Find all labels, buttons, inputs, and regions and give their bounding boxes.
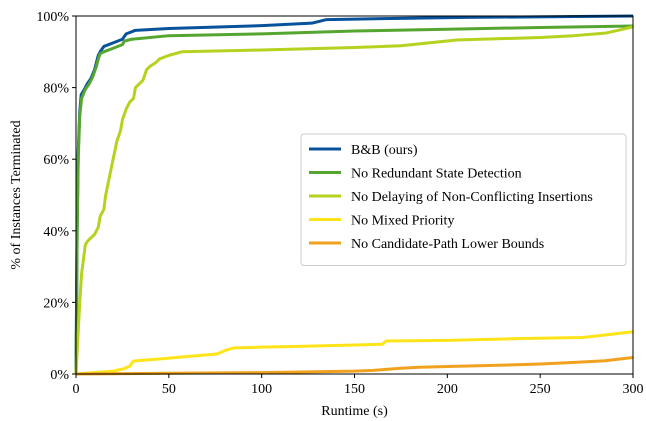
series-line-4 [75, 330, 634, 376]
y-tick-label: 20% [43, 296, 69, 311]
x-axis-label: Runtime (s) [321, 404, 388, 419]
y-axis-ticks: 0% 20% 40% 60% 80% 100% [36, 10, 76, 383]
y-tick-label: 100% [36, 10, 69, 25]
x-tick-label: 250 [530, 382, 551, 397]
y-axis-label: % of Instances Terminated [9, 120, 24, 269]
series-line-3 [74, 25, 634, 375]
x-tick-label: 200 [437, 382, 458, 397]
series-line-5 [75, 356, 634, 376]
legend-box [300, 133, 627, 266]
y-tick-label: 80% [43, 82, 69, 97]
x-tick-label: 150 [344, 382, 365, 397]
x-tick-label: 300 [623, 382, 644, 397]
legend-label-1: B&B (ours) [351, 143, 418, 158]
x-axis-ticks: 0 50 100 150 200 250 300 [73, 374, 644, 397]
x-tick-label: 0 [73, 382, 80, 397]
y-tick-label: 60% [43, 153, 69, 168]
legend-label-2: No Redundant State Detection [351, 167, 522, 182]
y-tick-label: 0% [50, 368, 69, 383]
legend-label-4: No Mixed Priority [351, 214, 454, 229]
legend-label-3: No Delaying of Non-Conflicting Insertion… [351, 190, 593, 205]
series-lines [74, 14, 634, 376]
x-tick-label: 100 [251, 382, 272, 397]
x-tick-label: 50 [162, 382, 176, 397]
legend-label-5: No Candidate-Path Lower Bounds [351, 237, 544, 252]
legend: B&B (ours) No Redundant State Detection No… [300, 133, 627, 266]
y-tick-label: 40% [43, 225, 69, 240]
series-line-2 [74, 24, 634, 375]
